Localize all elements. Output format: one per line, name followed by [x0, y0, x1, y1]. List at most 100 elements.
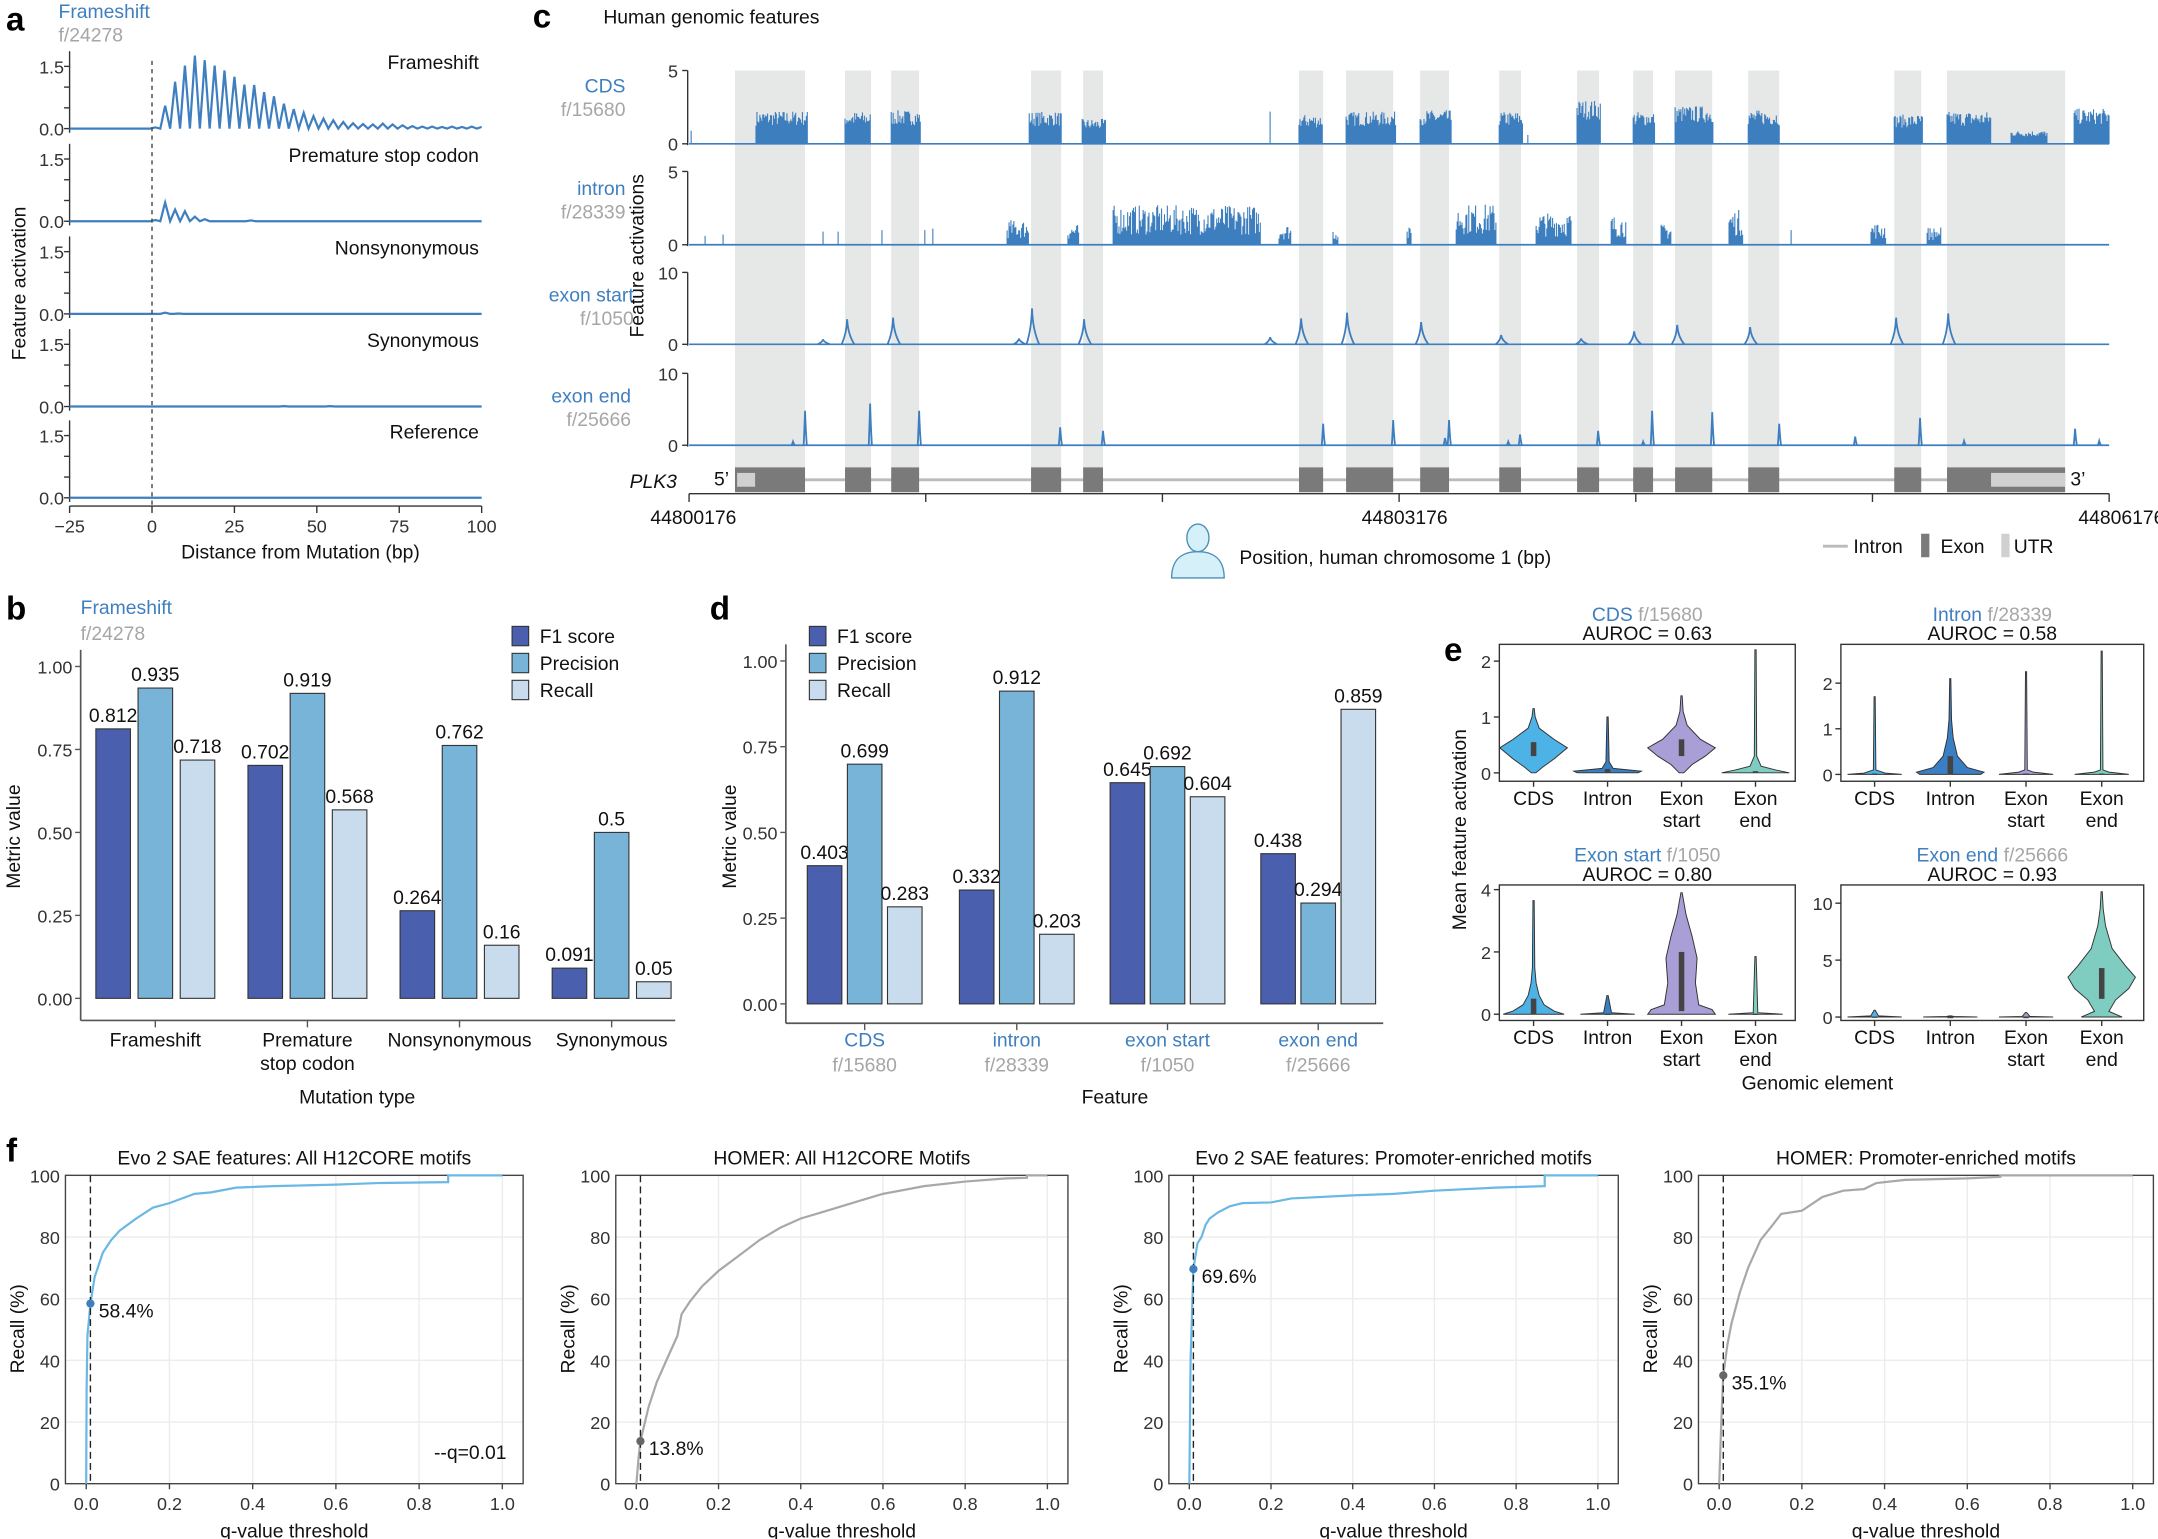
exon-box [1577, 467, 1600, 493]
panel-label: e [1444, 632, 1462, 669]
bar-value-label: 0.203 [1033, 910, 1081, 932]
auroc-label: AUROC = 0.80 [1583, 864, 1713, 886]
y-tick-label: 20 [1673, 1413, 1693, 1433]
violin-box [1871, 773, 1878, 775]
y-tick-label: 60 [1143, 1290, 1163, 1310]
activation-peak [1025, 308, 1041, 345]
exon-band [1577, 70, 1600, 468]
subplot-feature: Exon end [1916, 844, 2003, 866]
icon-body [1170, 551, 1225, 579]
y-axis-label: Metric value [719, 784, 741, 888]
bar-value-label: 0.332 [952, 866, 1000, 888]
bar-recall [1340, 708, 1377, 1005]
activation-peak [1390, 420, 1396, 446]
x-tick-label: Intron [1583, 1027, 1632, 1049]
threshold-legend: --q=0.01 [434, 1442, 507, 1464]
y-axis-label: Feature activation [8, 207, 30, 361]
legend-label: Precision [837, 653, 917, 675]
y-tick-label: 40 [40, 1351, 60, 1371]
violin [1571, 716, 1644, 774]
y-tick-label: 0.00 [743, 995, 778, 1015]
legend-swatch [808, 652, 827, 674]
violin-box [1947, 756, 1954, 775]
y-tick-label: 60 [40, 1290, 60, 1310]
violin-box [2023, 1016, 2029, 1019]
x-axis-label: q-value threshold [220, 1521, 368, 1539]
activation-peak [2072, 428, 2078, 446]
track-name: exon start [549, 284, 635, 306]
x-tick-label: 0.4 [240, 1494, 265, 1514]
x-axis-label: q-value threshold [1852, 1521, 2000, 1539]
x-tick-feature-id: f/1050 [1141, 1055, 1195, 1077]
violin [1498, 708, 1569, 774]
bar-value-label: 0.919 [283, 669, 331, 691]
track-name: exon end [551, 385, 631, 407]
bar-precision [1300, 902, 1337, 1005]
chart-title: Human genomic features [603, 7, 819, 29]
y-tick-label: 0 [1481, 764, 1491, 784]
bar-value-label: 0.16 [483, 921, 521, 943]
panel-label: c [533, 0, 551, 36]
bar-precision [289, 692, 326, 999]
plot-frame [1840, 884, 2145, 1022]
auroc-label: AUROC = 0.63 [1583, 623, 1713, 645]
y-tick-label: 0 [600, 1475, 610, 1495]
y-tick-label: 2 [1481, 652, 1491, 672]
plot-frame [1498, 643, 1796, 782]
y-tick-label: 2 [1823, 674, 1833, 694]
y-tick-label: 100 [1663, 1166, 1693, 1186]
y-tick-label: 1.5 [39, 150, 64, 170]
x-tick-label: Exon [2004, 788, 2048, 810]
x-tick-label: 0.2 [157, 1494, 182, 1514]
track-feature-id: f/15680 [561, 99, 626, 121]
x-tick-feature-id: f/15680 [832, 1055, 897, 1077]
highlight-point [86, 1299, 95, 1308]
exon-box [1298, 467, 1324, 493]
subplot-title: Exon end f/25666 [1916, 844, 2068, 866]
x-tick-label: end [1739, 810, 1771, 832]
subplot-feature-id: f/28339 [1987, 604, 2052, 626]
violin [1646, 695, 1717, 774]
bar-f1-score [95, 728, 131, 999]
exon-box [1420, 467, 1450, 493]
x-tick-label: end [2086, 1049, 2118, 1071]
bar-value-label: 0.692 [1143, 743, 1191, 765]
x-tick-label: intron [993, 1030, 1041, 1052]
y-tick-label: 20 [1143, 1413, 1163, 1433]
x-axis-label: q-value threshold [1319, 1521, 1467, 1539]
bar-value-label: 0.935 [131, 664, 179, 686]
x-tick-label: 0.0 [624, 1494, 649, 1514]
violin-box [2098, 968, 2105, 999]
bar-f1-score [1109, 782, 1146, 1005]
bar-f1-score [247, 764, 284, 999]
plot-frame [64, 1174, 524, 1485]
violin [1728, 956, 1783, 1015]
bar-value-label: 0.438 [1254, 830, 1302, 852]
plot-frame [1168, 1174, 1619, 1485]
violin [2074, 650, 2129, 775]
x-tick-label: Premature [262, 1030, 352, 1052]
activation-bars [690, 100, 2110, 144]
y-tick-label: 1.5 [39, 426, 64, 446]
x-tick-label: exon start [1125, 1030, 1211, 1052]
x-tick-feature-id: f/25666 [1286, 1055, 1351, 1077]
activation-peak [1917, 417, 1923, 446]
bar-value-label: 0.645 [1103, 759, 1151, 781]
exon-box [1031, 467, 1062, 493]
bar-f1-score [1260, 853, 1296, 1005]
y-tick-label: 0 [1683, 1475, 1693, 1495]
legend-label: UTR [2014, 536, 2054, 558]
y-tick-label: 20 [590, 1413, 610, 1433]
y-tick-label: 0.0 [39, 489, 64, 509]
track-feature-id: f/1050 [580, 308, 634, 330]
track-name: CDS [585, 76, 626, 98]
violin-box [1752, 771, 1759, 773]
bar-value-label: 0.702 [241, 741, 289, 763]
plot-frame [1498, 884, 1796, 1022]
x-tick-label: 0.6 [1955, 1494, 1980, 1514]
y-tick-label: 0.25 [37, 906, 72, 926]
activation-peak [1414, 321, 1430, 345]
x-tick-label: start [2007, 810, 2045, 832]
x-tick-label: Exon [1733, 1027, 1777, 1049]
